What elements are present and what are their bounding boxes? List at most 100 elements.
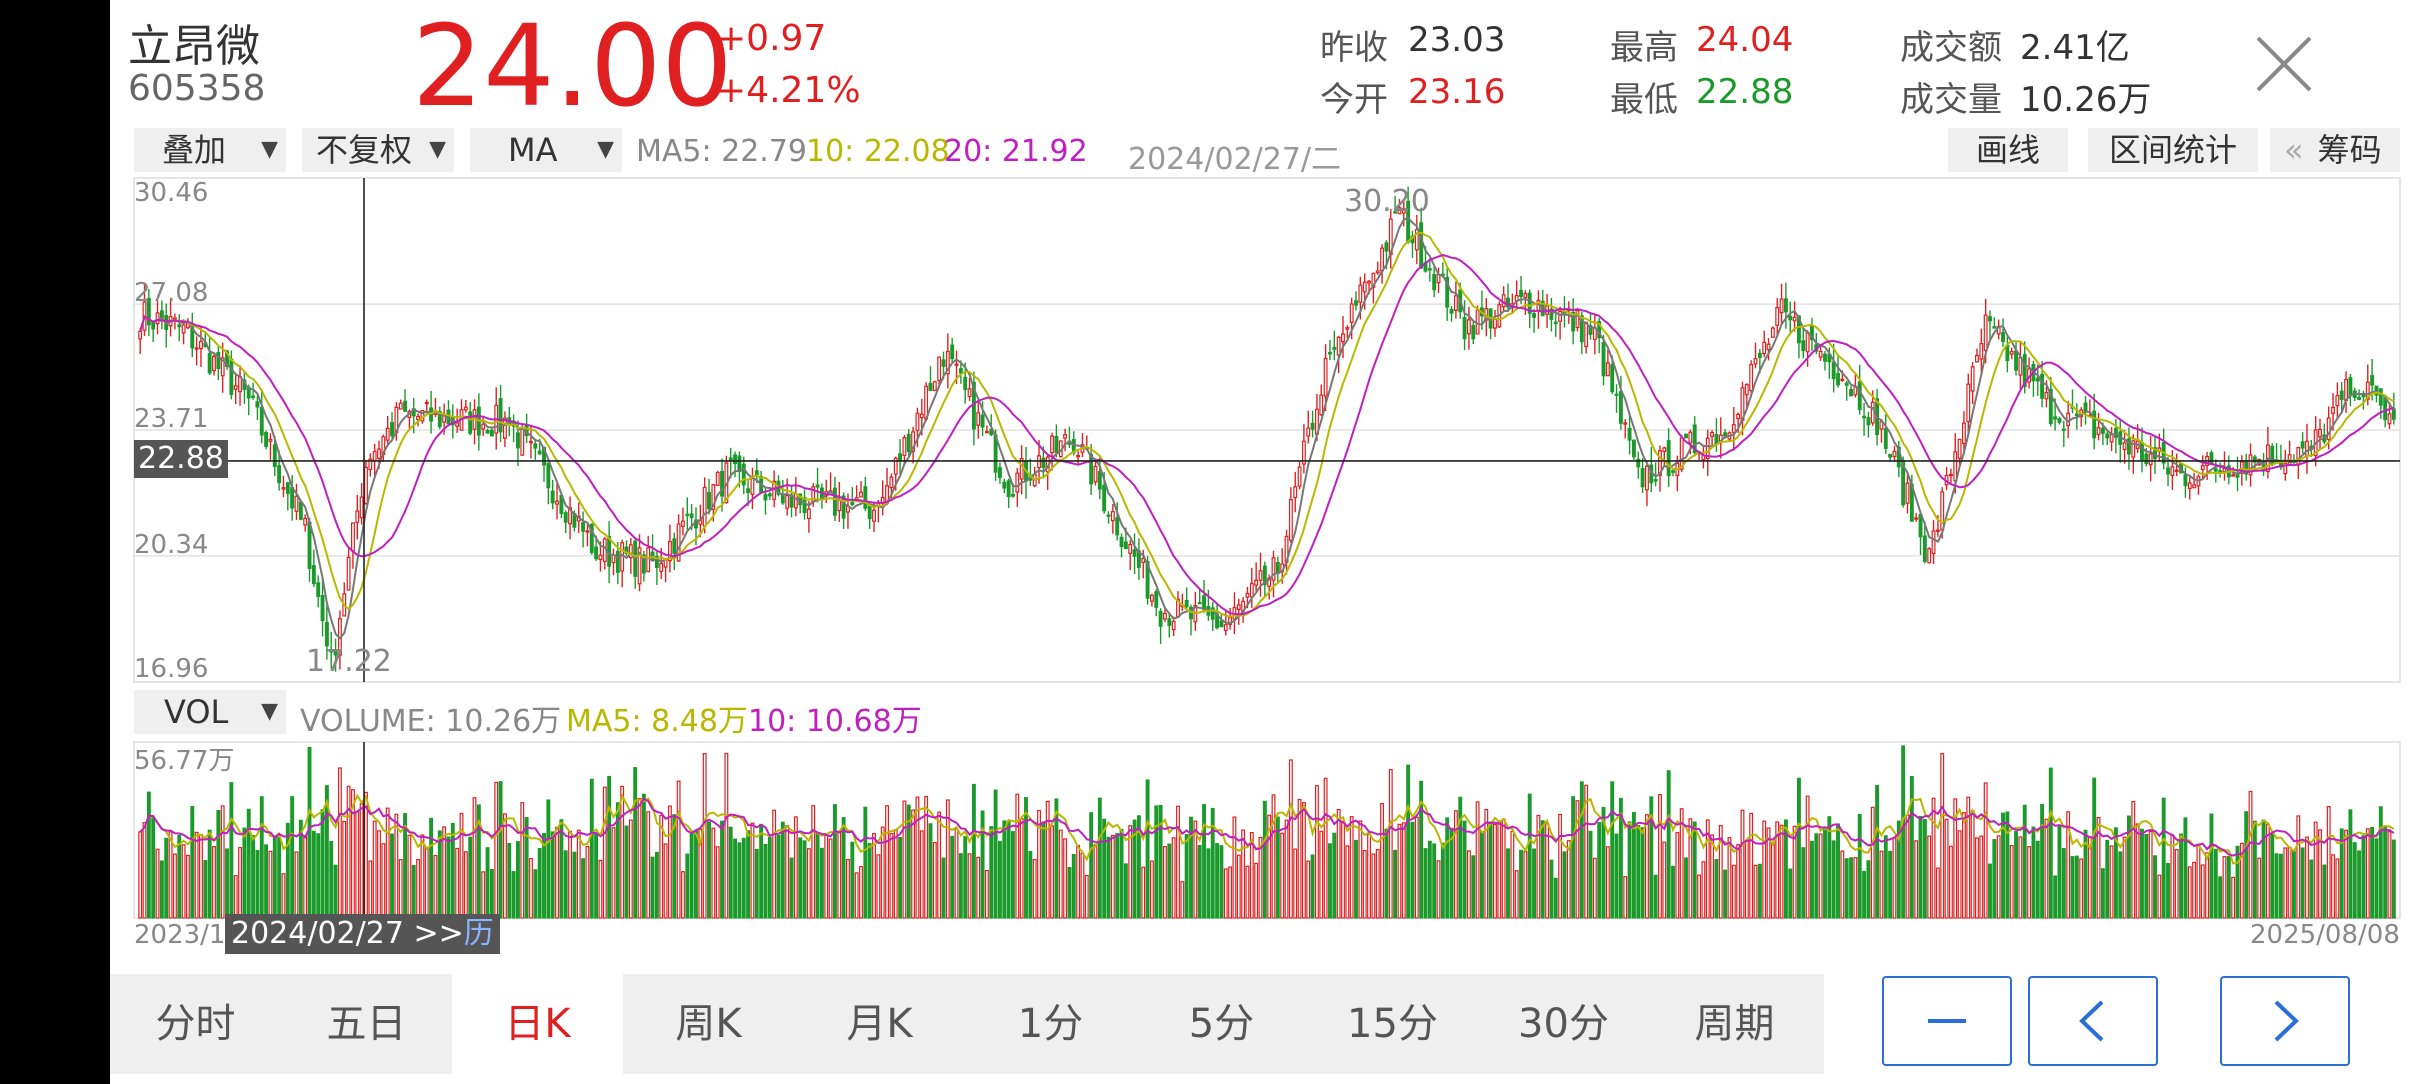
candle-body [1041, 457, 1046, 468]
volume-bar [867, 842, 872, 919]
volume-bar [646, 811, 651, 919]
volume-bar [1888, 850, 1893, 919]
candle-body [2001, 332, 2005, 342]
volume-bar [398, 859, 403, 919]
volume-bar [2296, 815, 2301, 919]
candle-body [1054, 435, 1059, 453]
candle-body [1818, 350, 1823, 358]
candle-body [333, 650, 338, 656]
volume-bar [2113, 827, 2118, 919]
candle-body [1462, 317, 1467, 340]
close-icon[interactable] [2250, 30, 2318, 98]
volume-bar [1115, 833, 1120, 919]
candle-body [2296, 447, 2301, 466]
low-label: 最低 [1610, 80, 1678, 120]
volume-bar [1705, 819, 1710, 919]
y-tick-label: 27.08 [134, 278, 209, 308]
candle-body [2040, 373, 2045, 399]
adjust-dropdown[interactable]: 不复权 ▼ [302, 128, 454, 172]
volume-bar [1045, 800, 1050, 919]
volume-bar [993, 789, 998, 919]
tab-2[interactable]: 日K [452, 974, 623, 1074]
candle-body [1341, 333, 1345, 343]
volume-bar [1801, 847, 1806, 919]
candle-body [1006, 480, 1011, 498]
volume-bar [2326, 806, 2331, 919]
candle-body [2053, 416, 2058, 420]
volume-bar [663, 843, 668, 919]
volume-bar [819, 847, 824, 919]
tab-8[interactable]: 30分 [1518, 1001, 1609, 1047]
volume-indicator-dropdown[interactable]: VOL ▼ [134, 690, 286, 734]
tab-7[interactable]: 15分 [1347, 1001, 1438, 1047]
volume-bar [1727, 836, 1732, 919]
candle-body [2122, 442, 2127, 451]
volume-bar [2057, 824, 2062, 919]
volume-bar [433, 854, 438, 919]
range-stats-button[interactable]: 区间统计 [2088, 128, 2258, 172]
volume-bar [2048, 767, 2053, 919]
volume-bar [272, 836, 277, 919]
volume-bar [281, 873, 286, 919]
tab-9[interactable]: 周期 [1694, 1001, 1775, 1047]
volume-bar [1453, 810, 1458, 919]
volume-bar [1827, 816, 1832, 919]
cursor-date-label[interactable]: 2024/02/27 >>历 [225, 914, 500, 954]
tab-5[interactable]: 1分 [1017, 1001, 1084, 1047]
candle-body [424, 401, 429, 405]
candle-body [403, 400, 407, 412]
volume-bar [854, 872, 859, 919]
volume-bar [1966, 796, 1971, 919]
tab-1[interactable]: 五日 [326, 1001, 407, 1047]
candle-body [1966, 383, 1971, 423]
candle-body [1002, 481, 1007, 489]
candle-body [594, 546, 599, 560]
candle-body [516, 432, 520, 449]
volume-bar [481, 871, 486, 919]
volume-bar [1571, 796, 1576, 919]
candle-body [1532, 313, 1536, 318]
candle-body [1328, 352, 1332, 355]
draw-button[interactable]: 画线 [1948, 128, 2068, 172]
candle-body [437, 411, 442, 428]
y-tick-label: 20.34 [134, 530, 209, 560]
tab-0[interactable]: 分时 [155, 1001, 236, 1047]
candle-body [707, 491, 711, 510]
candle-body [1931, 530, 1936, 555]
overlay-dropdown[interactable]: 叠加 ▼ [134, 128, 286, 172]
volume-bar [2022, 804, 2027, 919]
candle-body [1301, 440, 1306, 465]
volume-bar [1119, 829, 1124, 919]
volume-bar [1519, 849, 1523, 919]
scroll-left-button[interactable] [2028, 976, 2158, 1066]
kline-chart[interactable] [110, 0, 2412, 960]
volume-bar [1658, 794, 1662, 919]
tab-3[interactable]: 周K [675, 1001, 742, 1047]
volume-bar [615, 802, 620, 919]
volume-bar [707, 821, 711, 919]
chips-label: 筹码 [2317, 131, 2382, 169]
tab-4[interactable]: 月K [846, 1001, 913, 1047]
volume-bar [203, 860, 208, 919]
volume-bar [611, 827, 616, 919]
indicator-dropdown[interactable]: MA ▼ [470, 128, 622, 172]
scroll-right-button[interactable] [2220, 976, 2350, 1066]
tab-6[interactable]: 5分 [1188, 1001, 1255, 1047]
volume-bar [2305, 836, 2309, 919]
candle-body [728, 457, 733, 461]
volume-bar [1566, 840, 1571, 919]
candle-body [1801, 340, 1806, 352]
candle-body [264, 431, 269, 447]
chips-button[interactable]: « 筹码 [2270, 128, 2400, 172]
candle-body [1749, 363, 1754, 391]
minus-icon [1928, 1019, 1966, 1023]
candle-body [555, 500, 559, 505]
volume-bar [811, 805, 816, 919]
volume-bar [1579, 781, 1584, 919]
candle-body [1983, 314, 1988, 352]
volume-bar [407, 834, 412, 919]
volume-bar [416, 859, 421, 919]
history-link[interactable]: 历 [463, 916, 494, 951]
zoom-out-button[interactable] [1882, 976, 2012, 1066]
volume-bar [159, 860, 164, 919]
